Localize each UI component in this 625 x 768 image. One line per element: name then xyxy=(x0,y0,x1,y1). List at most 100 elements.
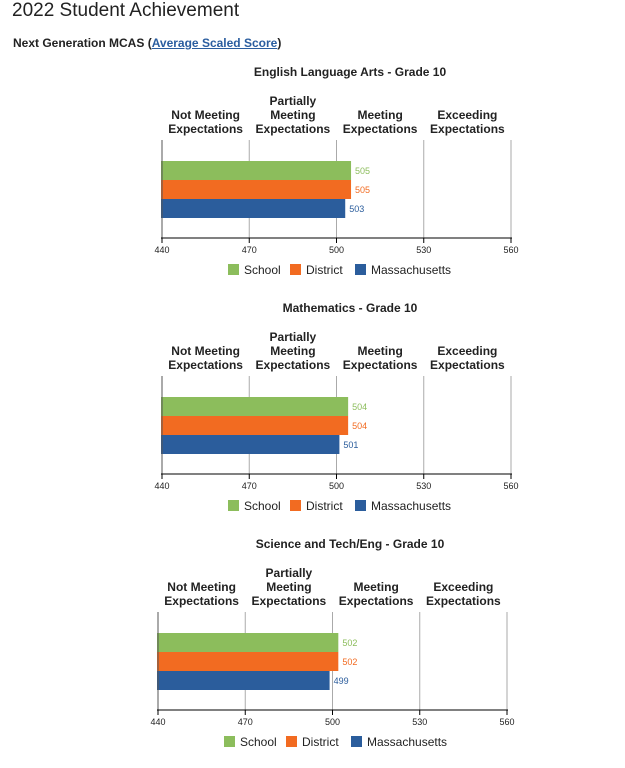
category-label: Expectations xyxy=(339,594,414,608)
category-label: Meeting xyxy=(266,580,311,594)
subtitle-suffix: ) xyxy=(277,36,282,50)
legend-swatch-school xyxy=(224,736,235,747)
bar-school xyxy=(161,397,349,416)
data-label-school: 504 xyxy=(352,402,367,412)
category-label: Meeting xyxy=(270,108,315,122)
x-tick-label: 500 xyxy=(329,481,344,491)
category-label: Not Meeting xyxy=(171,344,240,358)
category-label: Partially xyxy=(270,94,317,108)
legend-swatch-district xyxy=(286,736,297,747)
chart-title: Mathematics - Grade 10 xyxy=(283,301,418,315)
category-label: Expectations xyxy=(430,122,505,136)
x-tick-label: 560 xyxy=(499,717,514,727)
legend-label-school: School xyxy=(240,735,277,749)
data-label-massachusetts: 501 xyxy=(343,440,358,450)
bar-massachusetts xyxy=(161,435,340,454)
category-label: Expectations xyxy=(256,358,331,372)
chart-svg: Science and Tech/Eng - Grade 10 Not Meeti… xyxy=(150,537,514,749)
category-label: Meeting xyxy=(357,108,402,122)
chart-title: English Language Arts - Grade 10 xyxy=(254,65,447,79)
x-tick-label: 500 xyxy=(325,717,340,727)
x-tick-label: 500 xyxy=(329,245,344,255)
x-tick-label: 560 xyxy=(503,481,518,491)
category-label: Not Meeting xyxy=(171,108,240,122)
x-tick-label: 530 xyxy=(416,481,431,491)
data-label-massachusetts: 499 xyxy=(334,676,349,686)
bar-district xyxy=(161,180,352,199)
category-label: Exceeding xyxy=(437,344,497,358)
legend: School District Massachusetts xyxy=(224,735,447,749)
category-label: Expectations xyxy=(343,122,418,136)
average-scaled-score-link[interactable]: Average Scaled Score xyxy=(151,36,278,50)
category-label: Expectations xyxy=(343,358,418,372)
x-tick-label: 440 xyxy=(150,717,165,727)
data-label-district: 505 xyxy=(355,185,370,195)
data-label-district: 504 xyxy=(352,421,367,431)
chart-svg: English Language Arts - Grade 10 Not Meet… xyxy=(154,65,518,277)
data-label-school: 505 xyxy=(355,166,370,176)
legend-swatch-school xyxy=(228,500,239,511)
bar-district xyxy=(161,416,349,435)
legend-label-school: School xyxy=(244,499,281,513)
category-label: Expectations xyxy=(168,122,243,136)
bar-massachusetts xyxy=(157,671,330,690)
page-title: 2022 Student Achievement xyxy=(12,0,240,21)
category-label: Meeting xyxy=(357,344,402,358)
bar-district xyxy=(157,652,339,671)
legend-label-massachusetts: Massachusetts xyxy=(371,499,451,513)
legend-swatch-district xyxy=(290,500,301,511)
category-label: Expectations xyxy=(430,358,505,372)
legend-swatch-massachusetts xyxy=(351,736,362,747)
x-tick-label: 470 xyxy=(242,481,257,491)
legend: School District Massachusetts xyxy=(228,263,451,277)
legend-label-district: District xyxy=(306,499,343,513)
category-label: Partially xyxy=(266,566,313,580)
data-label-school: 502 xyxy=(342,638,357,648)
x-tick-label: 530 xyxy=(412,717,427,727)
x-tick-label: 560 xyxy=(503,245,518,255)
bar-school xyxy=(157,633,339,652)
subtitle-prefix: Next Generation MCAS ( xyxy=(13,36,152,50)
legend-label-massachusetts: Massachusetts xyxy=(371,263,451,277)
legend-label-district: District xyxy=(306,263,343,277)
chart-title: Science and Tech/Eng - Grade 10 xyxy=(256,537,445,551)
legend: School District Massachusetts xyxy=(228,499,451,513)
x-tick-label: 440 xyxy=(154,245,169,255)
x-tick-label: 530 xyxy=(416,245,431,255)
bar-massachusetts xyxy=(161,199,346,218)
category-label: Expectations xyxy=(252,594,327,608)
category-label: Meeting xyxy=(270,344,315,358)
data-label-massachusetts: 503 xyxy=(349,204,364,214)
mathematics-grade-10-chart: Mathematics - Grade 10 Not Meeting Expecta… xyxy=(0,296,625,532)
legend-swatch-massachusetts xyxy=(355,500,366,511)
category-label: Expectations xyxy=(164,594,239,608)
category-label: Exceeding xyxy=(437,108,497,122)
ela-grade-10-chart: English Language Arts - Grade 10 Not Meet… xyxy=(0,60,625,296)
category-label: Expectations xyxy=(256,122,331,136)
category-label: Partially xyxy=(270,330,317,344)
category-label: Expectations xyxy=(426,594,501,608)
x-tick-label: 470 xyxy=(242,245,257,255)
x-tick-label: 470 xyxy=(238,717,253,727)
legend-swatch-district xyxy=(290,264,301,275)
legend-label-massachusetts: Massachusetts xyxy=(367,735,447,749)
data-label-district: 502 xyxy=(342,657,357,667)
category-label: Meeting xyxy=(353,580,398,594)
category-label: Not Meeting xyxy=(167,580,236,594)
legend-label-school: School xyxy=(244,263,281,277)
category-label: Exceeding xyxy=(433,580,493,594)
bar-school xyxy=(161,161,352,180)
science-grade-10-chart: Science and Tech/Eng - Grade 10 Not Meeti… xyxy=(0,532,625,768)
legend-swatch-school xyxy=(228,264,239,275)
